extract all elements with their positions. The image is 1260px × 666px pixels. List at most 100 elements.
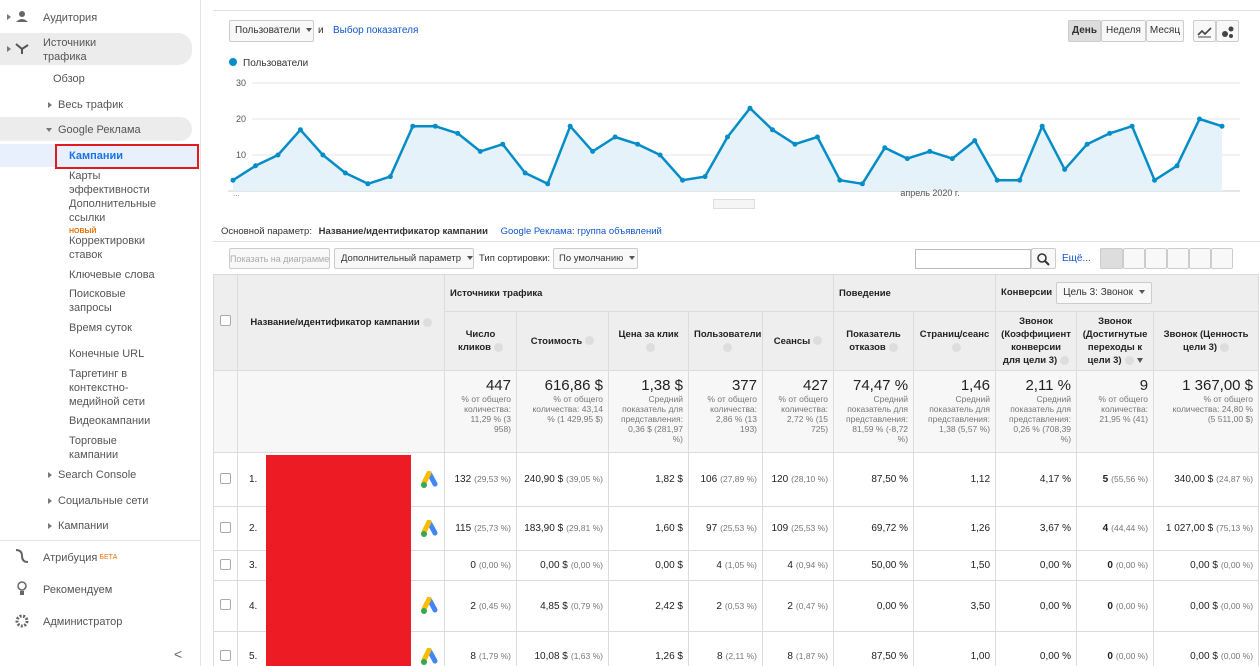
nav-item[interactable]: Карты эффективности: [69, 169, 164, 197]
nav-item[interactable]: Администратор: [43, 615, 163, 629]
column-header[interactable]: Пользователи: [688, 311, 763, 371]
column-title: Стоимость: [530, 335, 583, 347]
view-pivot[interactable]: [1211, 248, 1233, 269]
point: [1174, 163, 1180, 169]
sidebar: < Аудитория Источники трафика Обзор Весь тр…: [0, 0, 201, 666]
arrow: [48, 498, 52, 504]
more-link[interactable]: Ещё...: [1062, 253, 1091, 264]
dimension-label: Основной параметр:: [221, 226, 312, 237]
checkbox[interactable]: [220, 521, 231, 533]
nav-item[interactable]: Google Реклама: [58, 123, 178, 137]
nav-item[interactable]: Источники трафика: [43, 36, 123, 64]
dimension-bar: Основной параметр: Название/идентификато…: [221, 226, 662, 237]
nav-item[interactable]: Конечные URL: [69, 347, 189, 361]
group-header: Источники трафика: [443, 274, 835, 312]
column-header[interactable]: Звонок (Достигнутые переходы к цели 3): [1076, 311, 1155, 371]
column-title: Название/идентификатор кампании: [250, 317, 420, 328]
cell-percent: (0,00 %): [478, 560, 511, 570]
checkbox[interactable]: [220, 558, 231, 570]
search-button[interactable]: [1031, 248, 1056, 269]
column-header: Название/идентификатор кампании: [237, 274, 445, 371]
cell: 1,00: [913, 631, 997, 666]
nav-item[interactable]: Аудитория: [43, 11, 163, 25]
select-cell: [213, 631, 238, 666]
period-button[interactable]: Неделя: [1101, 20, 1146, 42]
nav-item[interactable]: Дополнительные ссылки НОВЫЙ: [69, 197, 169, 239]
nav-item[interactable]: Торговые кампании: [69, 434, 139, 462]
nav-item[interactable]: Обзор: [53, 72, 173, 86]
nav-item[interactable]: Кампании: [58, 519, 178, 533]
period-button[interactable]: День: [1068, 20, 1101, 42]
nav-item[interactable]: Кампании: [69, 149, 189, 163]
sort-select[interactable]: По умолчанию: [553, 248, 638, 269]
metric-link[interactable]: Выбор показателя: [333, 25, 419, 36]
view-bars[interactable]: [1145, 248, 1167, 269]
audience-icon: [19, 11, 25, 17]
sort-select-text: По умолчанию: [559, 253, 624, 264]
column-header[interactable]: Звонок (Ценность цели 3): [1153, 311, 1260, 371]
nav-item[interactable]: Рекомендуем: [43, 583, 163, 597]
cell: 120 (28,10 %): [761, 452, 835, 507]
conjunction: и: [318, 25, 324, 36]
column-header[interactable]: Звонок (Коэффициент конверсии для цели 3…: [995, 311, 1078, 371]
column-header[interactable]: Страниц/сеанс: [913, 311, 997, 371]
nav-label: Дополнительные ссылки: [69, 198, 157, 224]
nav-item[interactable]: Время суток: [69, 321, 189, 335]
cell: 3,67 %: [995, 506, 1078, 551]
secondary-dimension[interactable]: Дополнительный параметр: [334, 248, 474, 269]
nav-item[interactable]: Корректировки ставок: [69, 234, 159, 262]
column-header[interactable]: Показатель отказов: [833, 311, 915, 371]
column-header[interactable]: Цена за клик: [608, 311, 689, 371]
dimension-alt[interactable]: Google Реклама: группа объявлений: [500, 226, 662, 237]
cell-value: 97: [706, 523, 718, 534]
nav-item[interactable]: Социальные сети: [58, 494, 178, 508]
cell-value: 0,00 %: [876, 600, 909, 612]
checkbox[interactable]: [220, 315, 231, 326]
row-index: 3.: [249, 560, 258, 571]
collapse-button[interactable]: <: [174, 646, 183, 662]
cell-value: 0: [1107, 651, 1113, 662]
nav-item[interactable]: Весь трафик: [58, 98, 178, 112]
checkbox[interactable]: [220, 649, 231, 661]
cell-value: 0,00 $: [540, 560, 568, 571]
cell: 4,17 %: [995, 452, 1078, 507]
cell: 87,50 %: [833, 631, 915, 666]
chart-resize-handle[interactable]: [713, 199, 755, 209]
point: [702, 174, 708, 180]
nav-item[interactable]: Search Console: [58, 468, 178, 482]
cell-value: 1 027,00 $: [1165, 523, 1214, 534]
select-cell: [213, 506, 238, 551]
point: [994, 177, 1000, 183]
cell-value: 120: [771, 474, 789, 485]
total-note: % от общего количества: 2,86 % (13 193): [707, 394, 757, 434]
nav-item[interactable]: Таргетинг в контекстно-медийной сети: [69, 367, 154, 409]
attribution-icon: [15, 549, 29, 563]
goal-select[interactable]: Цель 3: Звонок: [1056, 282, 1152, 304]
cell-value: 1,60 $: [655, 523, 683, 534]
view-terms[interactable]: [1189, 248, 1211, 269]
column-header[interactable]: Стоимость: [516, 311, 609, 371]
plot-button[interactable]: Показать на диаграмме: [229, 248, 330, 269]
column-header[interactable]: Число кликов: [444, 311, 517, 371]
view-pie[interactable]: [1123, 248, 1145, 269]
period-button[interactable]: Месяц: [1146, 20, 1184, 42]
metric-select[interactable]: Пользователи: [229, 20, 314, 42]
view-compare[interactable]: [1167, 248, 1189, 269]
nav-item[interactable]: Видеокампании: [69, 414, 189, 428]
checkbox[interactable]: [220, 472, 231, 484]
search-input[interactable]: [915, 249, 1031, 269]
chart-line-button[interactable]: [1193, 20, 1216, 42]
column-header[interactable]: Сеансы: [761, 311, 835, 371]
ads-icon-part: [421, 647, 432, 662]
nav-item[interactable]: Атрибуция БЕТА: [43, 551, 163, 565]
chart-motion-button[interactable]: [1216, 20, 1239, 42]
total-cell: 427% от общего количества: 2,72 % (15 72…: [761, 370, 835, 453]
cell-value: 0: [1107, 560, 1113, 571]
point: [1039, 123, 1045, 129]
nav-label: Таргетинг в контекстно-медийной сети: [69, 368, 145, 408]
point: [1219, 123, 1225, 129]
checkbox[interactable]: [220, 599, 231, 610]
nav-item[interactable]: Ключевые слова: [69, 268, 189, 282]
nav-item[interactable]: Поисковые запросы: [69, 287, 149, 315]
view-table[interactable]: [1100, 248, 1123, 269]
